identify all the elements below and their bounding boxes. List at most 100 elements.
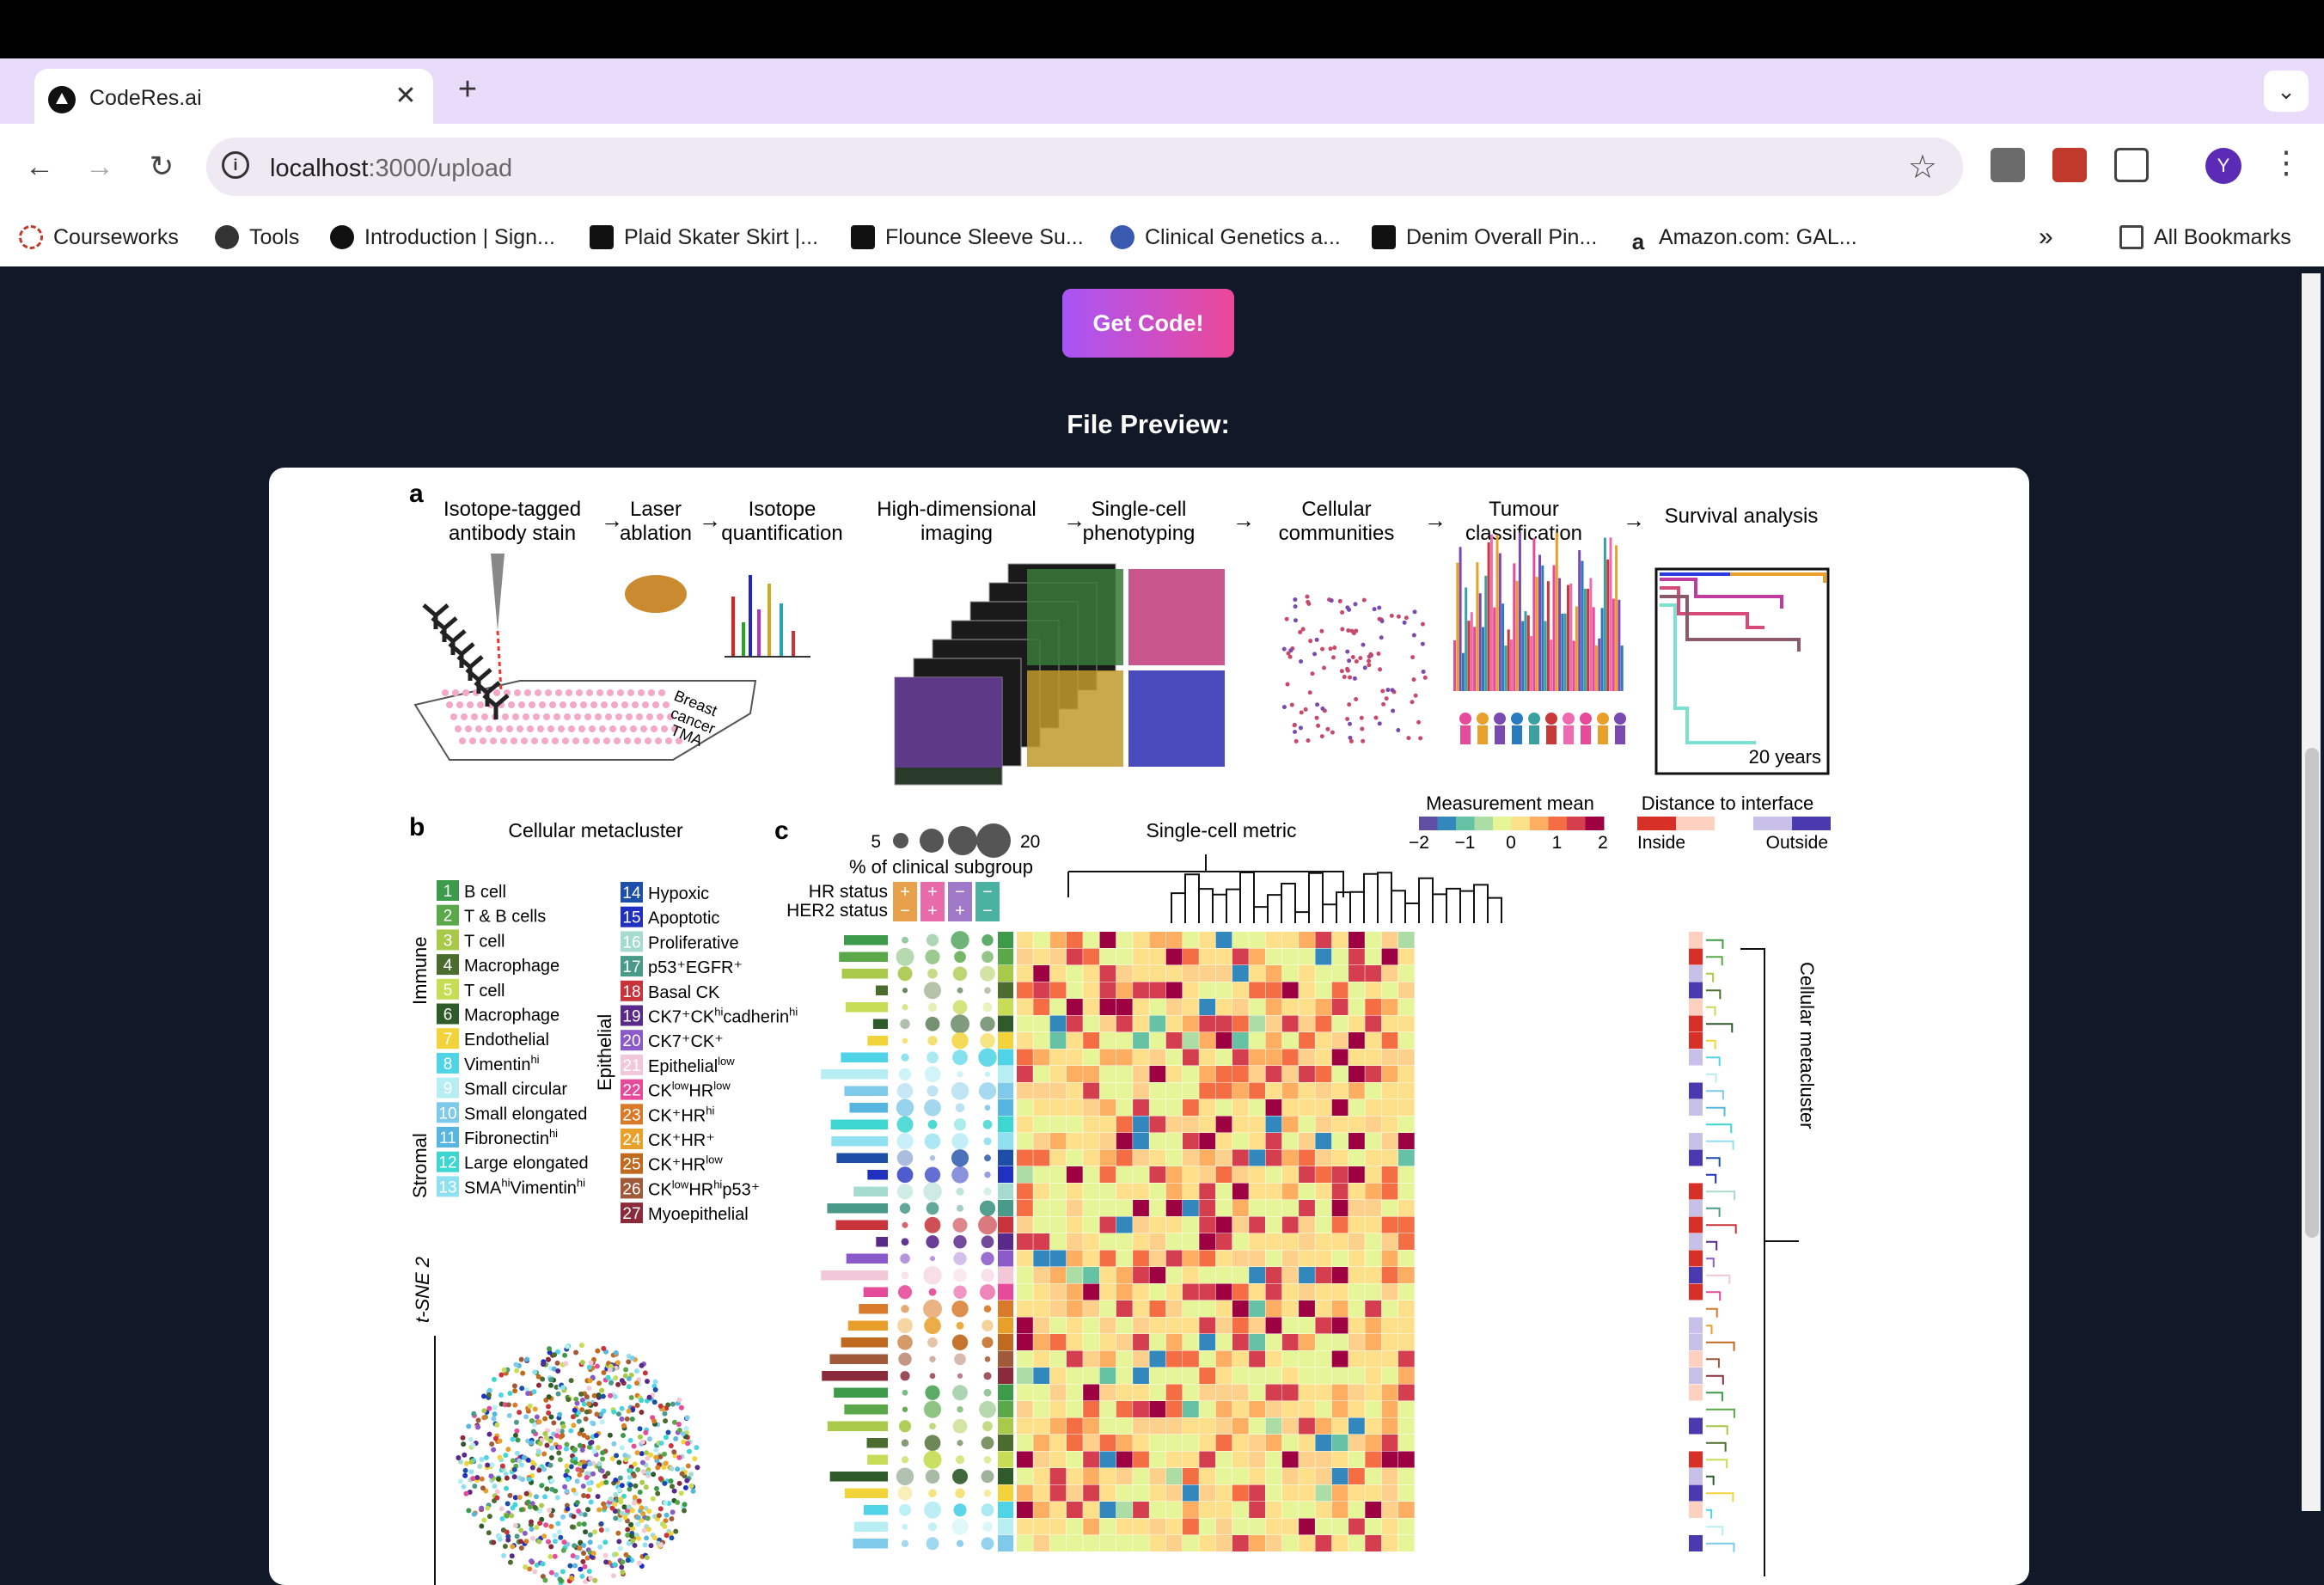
heatmap-cell — [1265, 1066, 1282, 1082]
tsne-point — [526, 1477, 532, 1483]
address-bar[interactable]: i localhost:3000/upload ☆ — [206, 138, 1963, 196]
heatmap-cell — [1133, 1384, 1149, 1401]
heatmap-cell — [1331, 1183, 1349, 1200]
classification-bar — [1546, 581, 1550, 691]
row-frequency-bar — [846, 1253, 888, 1264]
row-distance-swatch — [1689, 1317, 1703, 1334]
tsne-point — [632, 1500, 638, 1506]
heatmap-cell — [1083, 1300, 1099, 1317]
site-info-icon[interactable]: i — [222, 151, 249, 179]
community-node — [1390, 688, 1395, 693]
tsne-point — [572, 1460, 578, 1466]
name-part: HR — [688, 1082, 713, 1101]
bookmark-star-icon[interactable]: ☆ — [1907, 150, 1937, 186]
page-scrollbar-thumb[interactable] — [2305, 748, 2319, 1238]
metacluster-color-swatch — [437, 1151, 459, 1172]
profile-avatar[interactable]: Y — [2205, 148, 2241, 184]
bookmark-tools[interactable]: Tools — [215, 222, 299, 253]
inside-label: Inside — [1637, 833, 1685, 853]
tsne-point — [496, 1476, 502, 1482]
tsne-point — [639, 1409, 645, 1415]
workflow-step-label: Tumour — [1489, 498, 1559, 521]
bookmark-flounce-sleeve[interactable]: Flounce Sleeve Su... — [851, 222, 1084, 253]
more-bookmarks-icon[interactable]: » — [2039, 223, 2053, 251]
tsne-point — [569, 1524, 575, 1530]
heatmap-cell — [1133, 1015, 1149, 1032]
heatmap-cell — [1299, 982, 1315, 999]
row-frequency-bar — [843, 935, 888, 945]
heatmap-cell — [1249, 932, 1265, 948]
tsne-point — [498, 1372, 505, 1378]
heatmap-cell — [1149, 1350, 1166, 1368]
heatmap-cell — [1397, 1032, 1415, 1049]
workflow-arrow-icon: → — [1063, 507, 1086, 533]
community-node — [1361, 738, 1366, 744]
classification-bar — [1478, 593, 1482, 691]
tma-core-dot — [615, 713, 622, 720]
tma-core-dot — [645, 737, 651, 744]
bookmark-plaid-skirt[interactable]: Plaid Skater Skirt |... — [590, 222, 818, 253]
metacluster-color-swatch — [621, 956, 643, 977]
community-node — [1339, 669, 1344, 674]
patient-icon-body — [1598, 725, 1608, 744]
bookmark-clinical-genetics[interactable]: Clinical Genetics a... — [1110, 222, 1341, 253]
panel-b-title: Cellular metacluster — [508, 819, 683, 841]
tsne-point — [506, 1412, 512, 1418]
heatmap-cell — [1299, 1468, 1315, 1484]
facebook-extension-icon[interactable] — [1991, 148, 2025, 182]
community-node — [1303, 707, 1308, 712]
forward-arrow-icon[interactable]: → — [85, 150, 114, 183]
all-bookmarks[interactable]: All Bookmarks — [2119, 222, 2291, 253]
tsne-point — [663, 1500, 669, 1506]
tsne-point — [553, 1488, 559, 1494]
bookmark-amazon[interactable]: a Amazon.com: GAL... — [1628, 222, 1857, 254]
tsne-point — [536, 1539, 542, 1545]
heatmap-cell — [1133, 1250, 1149, 1267]
tsne-point — [605, 1374, 611, 1380]
heatmap-cell — [1249, 1334, 1265, 1350]
classification-bar — [1467, 621, 1471, 691]
tma-core-dot — [611, 701, 618, 708]
heatmap-cell — [1315, 1317, 1332, 1334]
row-metacluster-swatch — [998, 1350, 1013, 1368]
tab-close-icon[interactable]: ✕ — [394, 82, 417, 110]
tma-core-dot — [605, 713, 612, 720]
community-node — [1354, 658, 1359, 664]
classification-bar — [1620, 646, 1624, 691]
bookmark-denim-overall[interactable]: Denim Overall Pin... — [1372, 222, 1597, 253]
heatmap-cell — [1049, 1435, 1067, 1451]
row-metacluster-swatch — [998, 1401, 1013, 1417]
metacluster-number: 26 — [622, 1180, 640, 1198]
tsne-point — [518, 1545, 524, 1551]
tab-coderes[interactable]: CodeRes.ai ✕ — [34, 69, 433, 124]
browser-menu-icon[interactable]: ⋮ — [2271, 144, 2302, 180]
heatmap-cell — [1315, 1368, 1332, 1384]
tsne-point — [518, 1527, 524, 1533]
get-code-button[interactable]: Get Code! — [1062, 289, 1234, 358]
tsne-point — [655, 1465, 661, 1471]
new-tab-button[interactable]: + — [457, 71, 478, 107]
bookmark-courseworks[interactable]: Courseworks — [19, 222, 179, 253]
tab-search-chevron-icon[interactable]: ⌄ — [2264, 70, 2309, 112]
tsne-point — [596, 1392, 602, 1398]
name-part: T & B cells — [464, 908, 546, 927]
tsne-point — [652, 1386, 658, 1392]
back-arrow-icon[interactable]: ← — [25, 150, 54, 183]
url-text[interactable]: localhost:3000/upload — [270, 155, 512, 183]
tsne-point — [505, 1402, 511, 1408]
heatmap-cell — [1165, 1368, 1183, 1384]
classification-bar — [1589, 578, 1593, 691]
clinical-subgroup-dot — [902, 1221, 908, 1228]
heatmap-cell — [1381, 1049, 1398, 1066]
reload-icon[interactable]: ↻ — [149, 150, 174, 183]
bookmark-introduction[interactable]: Introduction | Sign... — [330, 222, 555, 253]
panel-b-label: b — [409, 813, 425, 841]
clinical-subgroup-dot — [896, 947, 914, 966]
heatmap-cell — [1381, 1032, 1398, 1049]
extensions-puzzle-icon[interactable] — [2114, 148, 2149, 182]
red-extension-icon[interactable] — [2052, 148, 2087, 182]
heatmap-cell — [1215, 1032, 1232, 1049]
name-part: Hypoxic — [648, 884, 709, 903]
heatmap-cell — [1381, 932, 1398, 948]
clinical-subgroup-dot — [901, 1053, 909, 1062]
